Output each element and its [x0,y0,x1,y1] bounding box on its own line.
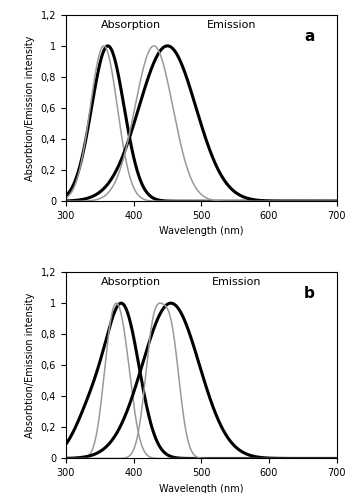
Y-axis label: Absorbtion/Emission intensity: Absorbtion/Emission intensity [25,35,35,181]
Y-axis label: Absorbtion/Emission intensity: Absorbtion/Emission intensity [25,292,35,438]
X-axis label: Wavelength (nm): Wavelength (nm) [159,226,244,237]
Text: Absorption: Absorption [101,277,161,287]
Text: Emission: Emission [207,20,256,30]
Text: Emission: Emission [212,277,262,287]
Text: b: b [304,286,315,301]
Text: Absorption: Absorption [101,20,161,30]
X-axis label: Wavelength (nm): Wavelength (nm) [159,484,244,493]
Text: a: a [304,29,314,44]
